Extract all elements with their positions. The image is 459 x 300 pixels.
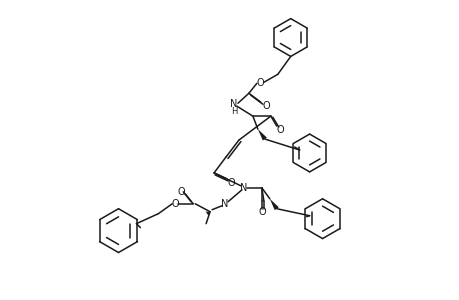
Text: O: O — [257, 207, 265, 217]
Text: O: O — [171, 199, 179, 209]
Text: O: O — [276, 125, 284, 135]
Text: N: N — [240, 183, 247, 193]
Text: O: O — [256, 78, 263, 88]
Polygon shape — [269, 199, 278, 210]
Polygon shape — [257, 129, 266, 140]
Text: H: H — [230, 107, 237, 116]
Text: O: O — [227, 178, 234, 188]
Text: O: O — [177, 187, 185, 197]
Text: O: O — [262, 101, 269, 111]
Text: N: N — [230, 99, 237, 109]
Text: N: N — [221, 199, 228, 209]
Polygon shape — [205, 212, 210, 216]
